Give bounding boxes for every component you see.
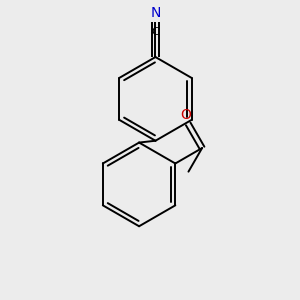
Text: O: O [180,108,191,122]
Text: C: C [152,27,159,37]
Text: N: N [150,6,161,20]
